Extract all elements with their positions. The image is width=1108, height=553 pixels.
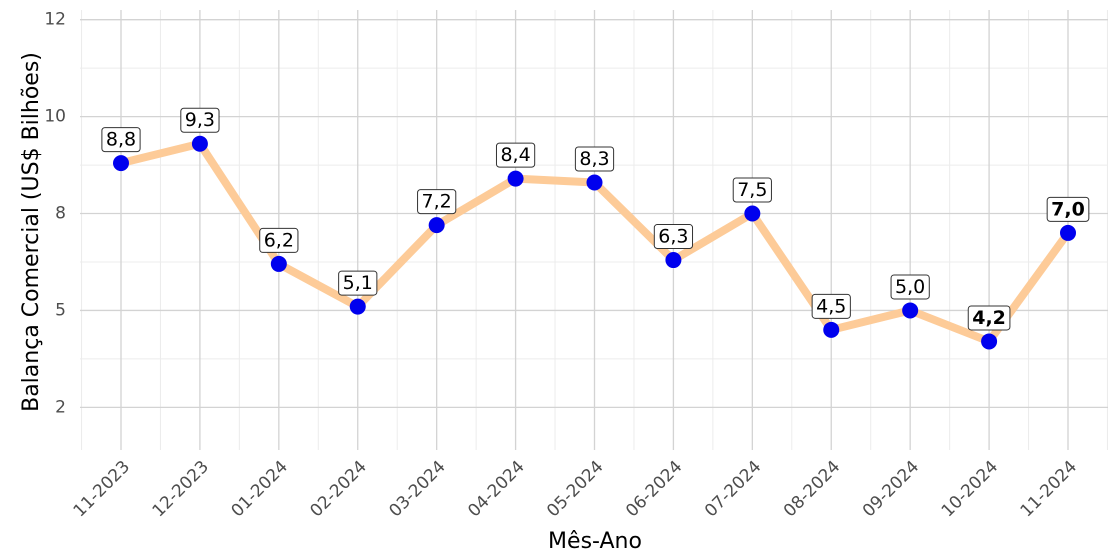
value-label-text: 9,3: [185, 109, 215, 131]
label-box: [967, 305, 1011, 331]
value-label-text: 4,5: [816, 295, 846, 317]
y-tick-label: 2: [55, 397, 66, 417]
x-tick-label: 10-2024: [938, 457, 1002, 521]
point: [823, 321, 840, 338]
label-box: [101, 127, 141, 153]
label-box: [1046, 196, 1090, 222]
value-label-text: 8,4: [500, 144, 530, 166]
point: [270, 255, 287, 272]
value-label-text: 8,3: [579, 148, 609, 170]
y-tick-label: 8: [55, 204, 66, 224]
value-label-text: 7,5: [737, 179, 767, 201]
point: [744, 205, 761, 222]
value-label: 8,8: [101, 127, 141, 153]
value-label: 9,3: [180, 107, 220, 133]
value-label-text: 7,2: [422, 191, 452, 213]
x-tick-label: 02-2024: [306, 457, 370, 521]
value-label-text: 5,1: [343, 272, 373, 294]
value-label: 4,2: [967, 305, 1011, 331]
point: [586, 174, 603, 191]
point: [191, 135, 208, 152]
value-label: 4,5: [811, 293, 851, 319]
value-label-text: 6,3: [658, 226, 688, 248]
grid: [80, 10, 1108, 450]
value-label-text: 6,2: [264, 229, 294, 251]
point: [349, 298, 366, 315]
y-tick-label: 12: [44, 10, 66, 30]
label-box: [732, 177, 772, 203]
label-box: [338, 270, 378, 296]
value-label-text: 5,0: [895, 276, 925, 298]
point: [507, 170, 524, 187]
value-label: 5,0: [890, 274, 930, 300]
value-label: 8,4: [495, 142, 536, 168]
point: [1060, 224, 1076, 241]
value-label-text: 4,2: [972, 307, 1006, 329]
x-tick-label: 05-2024: [543, 457, 607, 521]
x-tick-label: 11-2023: [70, 457, 134, 521]
x-tick-label: 08-2024: [780, 457, 844, 521]
x-tick-label: 11-2024: [1017, 457, 1081, 521]
y-tick-label: 5: [55, 300, 66, 320]
point: [113, 155, 129, 172]
x-tick-label: 06-2024: [622, 457, 686, 521]
x-tick-label: 03-2024: [385, 457, 449, 521]
value-label-text: 8,8: [106, 129, 136, 151]
x-tick-label: 12-2023: [149, 457, 213, 521]
point: [902, 302, 919, 319]
point: [428, 217, 445, 234]
value-label: 5,1: [338, 270, 378, 296]
label-box: [811, 293, 851, 319]
value-label: 8,3: [574, 146, 615, 172]
value-label: 7,2: [417, 189, 457, 215]
value-label: 6,3: [653, 224, 694, 250]
point: [665, 252, 682, 269]
x-tick-label: 09-2024: [859, 457, 923, 521]
y-tick-label: 10: [44, 107, 66, 127]
value-label: 7,0: [1046, 196, 1090, 222]
x-tick-label: 01-2024: [228, 457, 292, 521]
point: [981, 333, 998, 350]
value-label: 7,5: [732, 177, 772, 203]
label-box: [417, 189, 457, 215]
x-tick-label: 04-2024: [464, 457, 528, 521]
y-axis-title: Balança Comercial (US$ Bilhões): [19, 52, 44, 412]
value-label-text: 7,0: [1051, 198, 1085, 220]
label-box: [495, 142, 536, 168]
x-axis-title: Mês-Ano: [548, 529, 642, 553]
label-box: [259, 227, 299, 253]
label-box: [890, 274, 930, 300]
label-box: [653, 224, 694, 250]
label-box: [180, 107, 220, 133]
value-label: 6,2: [259, 227, 299, 253]
x-tick-label: 07-2024: [701, 457, 765, 521]
label-box: [574, 146, 615, 172]
